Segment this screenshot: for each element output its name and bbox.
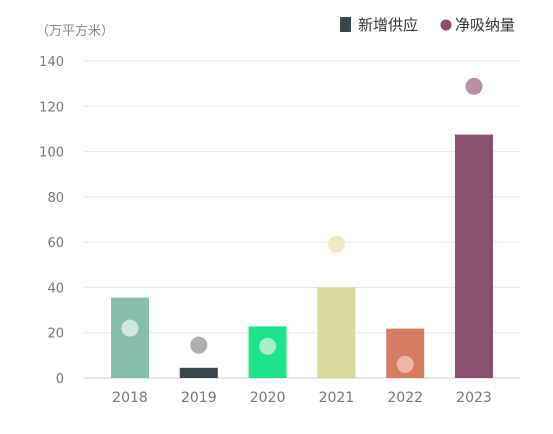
x-tick-label: 2023 [456, 390, 492, 406]
legend-dot-swatch [440, 19, 452, 31]
dot-2021 [327, 235, 345, 253]
legend: 新增供应 净吸纳量 [340, 16, 515, 34]
legend-bar-swatch [340, 17, 351, 32]
y-tick-label: 140 [39, 55, 64, 70]
x-tick-label: 2021 [319, 390, 355, 406]
bar-2023 [455, 134, 493, 378]
grid [84, 60, 520, 379]
x-axis: 2018 2019 2020 2021 2022 2023 [112, 390, 492, 406]
unit-label: （万平方米） [36, 23, 114, 39]
x-tick-label: 2022 [387, 390, 423, 406]
dot-2019 [190, 336, 208, 354]
x-tick-label: 2020 [250, 390, 286, 406]
y-tick-label: 80 [47, 191, 64, 206]
bar-2021 [317, 287, 356, 378]
bar-2019 [179, 367, 218, 378]
y-axis: 0 20 40 60 80 100 120 140 [39, 55, 64, 387]
y-tick-label: 120 [39, 100, 64, 115]
dots [121, 77, 483, 373]
dot-2018 [121, 319, 139, 337]
y-tick-label: 20 [47, 327, 64, 342]
x-tick-label: 2018 [112, 390, 148, 406]
y-tick-label: 60 [47, 236, 64, 251]
dot-2023 [465, 77, 483, 95]
dot-2020 [259, 337, 277, 355]
bars [111, 134, 493, 378]
legend-bar-label: 新增供应 [358, 16, 418, 34]
y-tick-label: 40 [47, 281, 64, 296]
x-tick-label: 2019 [181, 390, 217, 406]
y-tick-label: 0 [56, 372, 64, 387]
legend-dot-label: 净吸纳量 [455, 16, 515, 34]
y-tick-label: 100 [39, 146, 64, 161]
bar-2018 [111, 297, 149, 378]
dot-2022 [396, 355, 414, 373]
